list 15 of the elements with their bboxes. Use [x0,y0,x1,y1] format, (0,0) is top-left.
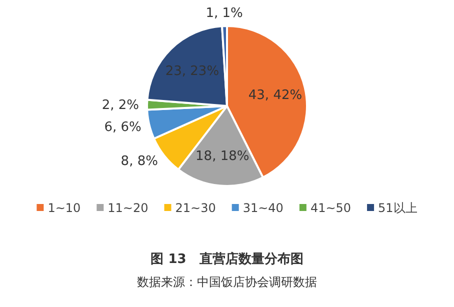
legend-label: 21~30 [175,201,216,216]
legend-label: 31~40 [242,201,284,216]
text: 图 13 直营店数量分布图 [150,251,304,267]
data-label: 2, 2% [102,98,140,114]
legend-label: 41~50 [310,201,352,216]
data-label: 18, 18% [196,148,250,164]
legend-label: 11~20 [108,201,148,216]
data-label: 6, 6% [104,120,142,135]
source-note: 数据来源：中国饭店协会调研数据 [137,275,317,289]
data-label: 1, 1% [206,6,243,21]
legend-label: 51以上 [378,201,418,216]
data-label: 23, 23% [165,64,220,80]
legend-label: 1~10 [48,201,81,216]
data-label: 43, 42% [248,88,302,104]
data-label: 8, 8% [120,154,158,170]
